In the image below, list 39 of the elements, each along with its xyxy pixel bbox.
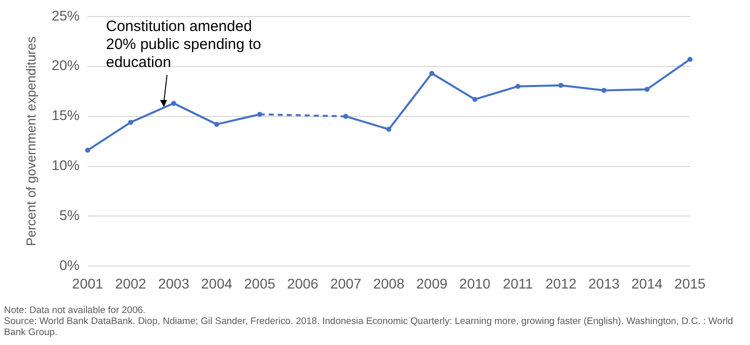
point bbox=[257, 112, 262, 117]
x-tick-label: 2010 bbox=[459, 275, 491, 292]
point bbox=[472, 96, 478, 102]
point bbox=[429, 70, 434, 76]
point bbox=[171, 100, 176, 106]
x-tick-label: 2007 bbox=[330, 275, 362, 292]
x-tick-label: 2005 bbox=[244, 275, 276, 292]
x-tick-label: 2006 bbox=[287, 275, 319, 292]
point bbox=[85, 148, 90, 153]
point bbox=[515, 84, 520, 89]
x-tick-label: 2014 bbox=[631, 275, 663, 292]
y-tick-label: 5% bbox=[59, 207, 80, 224]
x-tick-label: 2013 bbox=[588, 275, 620, 292]
y-tick-label: 25% bbox=[52, 7, 80, 24]
point bbox=[214, 122, 220, 127]
x-tick-label: 2012 bbox=[545, 275, 577, 292]
y-tick-label: 0% bbox=[59, 257, 80, 274]
x-tick-label: 2002 bbox=[115, 275, 146, 292]
point bbox=[644, 86, 650, 92]
point bbox=[386, 126, 392, 132]
y-tick-label: 20% bbox=[52, 57, 80, 74]
point bbox=[601, 88, 606, 93]
x-tick-label: 2015 bbox=[674, 275, 706, 292]
y-tick-label: 10% bbox=[52, 157, 80, 174]
text: Note: Data not available for 2006. bbox=[4, 305, 147, 316]
x-tick-label: 2001 bbox=[72, 275, 104, 292]
x-tick-label: 2011 bbox=[502, 275, 534, 292]
x-tick-label: 2008 bbox=[373, 275, 405, 292]
point bbox=[128, 120, 134, 125]
x-tick-label: 2004 bbox=[201, 275, 232, 292]
x-tick-label: 2003 bbox=[158, 275, 190, 292]
point bbox=[688, 56, 692, 62]
point bbox=[343, 114, 348, 119]
annotation: Constitution amended 20% public spending to education bbox=[106, 18, 262, 72]
x-tick-label: 2009 bbox=[416, 275, 448, 292]
point bbox=[558, 82, 564, 88]
y-tick-label: 15% bbox=[52, 107, 80, 124]
y-axis-title: Percent of government expenditures bbox=[23, 36, 38, 246]
source-note: Source: World Bank DataBank. Diop, Ndiame; Gil Sander, Frederico. 2018. Indonesia Economic Quarterly: Learning more, growing faster (English). Washington, D.C. : World Bank Group. bbox=[4, 316, 734, 338]
